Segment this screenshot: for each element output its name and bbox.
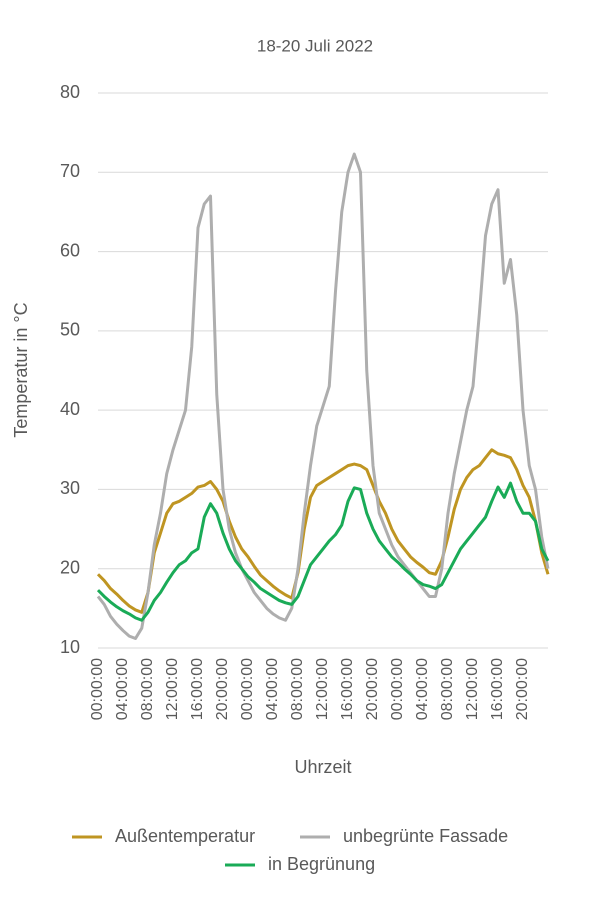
x-tick-label: 20:00:00 <box>214 658 231 720</box>
legend-label: Außentemperatur <box>115 826 255 846</box>
x-tick-label: 16:00:00 <box>489 658 506 720</box>
legend-label: unbegrünte Fassade <box>343 826 508 846</box>
x-tick-label: 00:00:00 <box>239 658 256 720</box>
x-tick-label: 20:00:00 <box>514 658 531 720</box>
x-tick-label: 16:00:00 <box>189 658 206 720</box>
x-tick-label: 00:00:00 <box>89 658 106 720</box>
x-tick-label: 00:00:00 <box>389 658 406 720</box>
x-tick-label: 20:00:00 <box>364 658 381 720</box>
x-axis-title: Uhrzeit <box>294 757 351 777</box>
y-tick-label: 30 <box>60 478 80 498</box>
chart-title: 18-20 Juli 2022 <box>257 36 373 55</box>
y-tick-label: 40 <box>60 399 80 419</box>
series-line <box>96 448 550 614</box>
y-tick-label: 10 <box>60 637 80 657</box>
x-tick-label: 12:00:00 <box>164 658 181 720</box>
x-tick-label: 04:00:00 <box>414 658 431 720</box>
y-axis-title: Temperatur in °C <box>11 302 31 437</box>
x-tick-label: 08:00:00 <box>439 658 456 720</box>
y-tick-label: 80 <box>60 82 80 102</box>
y-tick-label: 50 <box>60 320 80 340</box>
x-tick-label: 04:00:00 <box>114 658 131 720</box>
x-tick-label: 08:00:00 <box>139 658 156 720</box>
x-tick-label: 12:00:00 <box>314 658 331 720</box>
x-tick-label: 04:00:00 <box>264 658 281 720</box>
y-tick-label: 20 <box>60 557 80 577</box>
y-tick-label: 60 <box>60 240 80 260</box>
x-tick-label: 08:00:00 <box>289 658 306 720</box>
series-line <box>96 481 550 622</box>
series-line <box>96 152 550 640</box>
x-tick-label: 16:00:00 <box>339 658 356 720</box>
legend-label: in Begrünung <box>268 854 375 874</box>
y-tick-label: 70 <box>60 161 80 181</box>
x-tick-label: 12:00:00 <box>464 658 481 720</box>
